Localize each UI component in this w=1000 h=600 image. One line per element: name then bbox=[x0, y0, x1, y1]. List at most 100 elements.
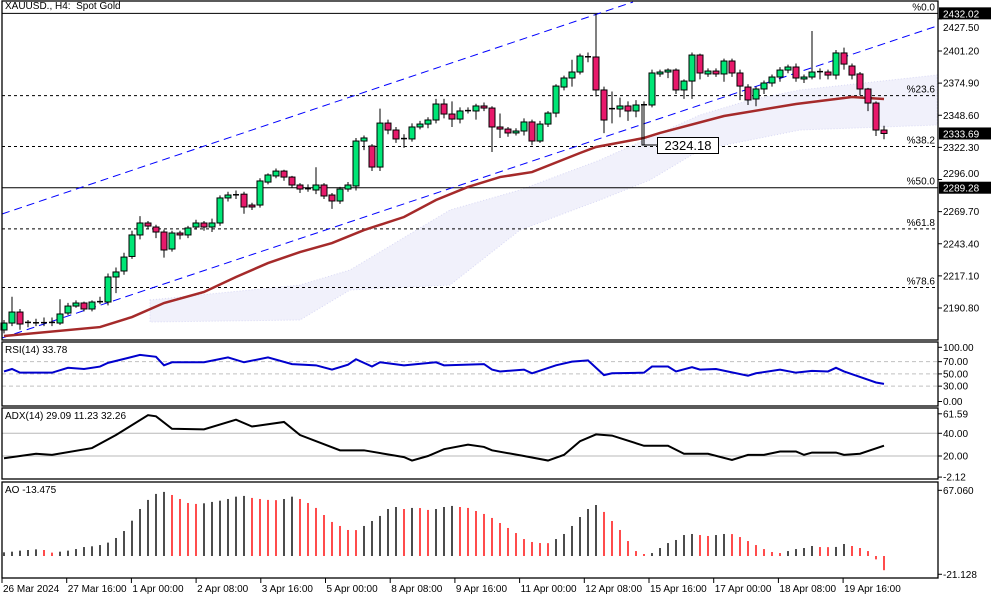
candle bbox=[264, 173, 272, 185]
candle-body bbox=[288, 176, 296, 186]
candle bbox=[536, 120, 544, 143]
candle-body bbox=[552, 85, 560, 114]
annotation-leader-line bbox=[641, 105, 657, 146]
price-highlight-label: 2432.02 bbox=[943, 9, 980, 20]
ichimoku-cloud bbox=[149, 74, 938, 323]
adx-tick-label: 61.59 bbox=[943, 409, 968, 420]
fib-level-label: %50.0 bbox=[907, 177, 936, 188]
adx-tick-label: -2.12 bbox=[943, 473, 966, 484]
candle bbox=[856, 72, 864, 96]
candle bbox=[176, 230, 184, 240]
candle bbox=[832, 50, 840, 80]
candle bbox=[496, 113, 504, 138]
price-annotation-label[interactable]: 2324.18 bbox=[657, 137, 719, 154]
candle bbox=[216, 195, 224, 226]
candle bbox=[352, 137, 360, 191]
candle bbox=[160, 229, 168, 258]
price-tick-label: 2374.90 bbox=[943, 79, 980, 90]
candle bbox=[288, 175, 296, 189]
candle bbox=[848, 63, 856, 80]
time-tick-label: 12 Apr 08:00 bbox=[585, 584, 642, 595]
candle-body bbox=[656, 71, 664, 75]
candle-body bbox=[624, 105, 632, 112]
candle bbox=[136, 216, 144, 240]
time-tick-label: 3 Apr 16:00 bbox=[262, 584, 314, 595]
candle bbox=[224, 191, 232, 202]
candle-body bbox=[176, 232, 184, 236]
channel-lower-line[interactable] bbox=[1, 25, 938, 339]
candle bbox=[0, 319, 8, 334]
adx-title: ADX(14) 29.09 11.23 32.26 bbox=[5, 411, 127, 422]
candle-body bbox=[472, 105, 480, 112]
candle bbox=[664, 68, 672, 79]
candle-body bbox=[768, 76, 776, 84]
candle bbox=[408, 123, 416, 142]
candle-body bbox=[544, 112, 552, 125]
candle-body bbox=[528, 121, 536, 142]
candle bbox=[128, 230, 136, 259]
candle bbox=[720, 58, 728, 82]
candle-body bbox=[808, 71, 816, 78]
candle-body bbox=[688, 54, 696, 82]
rsi-panel bbox=[2, 353, 938, 387]
candle bbox=[512, 128, 520, 136]
candle bbox=[320, 183, 328, 200]
price-tick-label: 2217.10 bbox=[943, 271, 980, 282]
trend-channel[interactable] bbox=[1, 1, 938, 339]
candle bbox=[528, 119, 536, 146]
candle bbox=[817, 68, 823, 80]
ao-tick-label: -21.128 bbox=[943, 570, 977, 581]
candle bbox=[560, 75, 568, 91]
price-tick-label: 2296.00 bbox=[943, 169, 980, 180]
candle bbox=[280, 169, 288, 181]
price-tick-label: 2427.50 bbox=[943, 23, 980, 34]
candle bbox=[168, 230, 176, 252]
candle-body bbox=[296, 184, 304, 190]
price-highlight-label: 2289.28 bbox=[943, 184, 980, 195]
candle bbox=[120, 252, 128, 275]
candle-body bbox=[448, 113, 456, 120]
candle bbox=[824, 69, 832, 80]
candle bbox=[632, 100, 640, 118]
candle-body bbox=[416, 123, 424, 128]
candle bbox=[465, 107, 471, 114]
candle bbox=[744, 84, 752, 105]
candle bbox=[192, 219, 200, 230]
candle-body bbox=[248, 204, 256, 208]
candle-body bbox=[792, 66, 800, 79]
candle-body bbox=[280, 170, 288, 178]
axes: 2427.50 2401.20 2374.90 2348.60 2322.30 2296.… bbox=[1, 7, 991, 595]
candle bbox=[768, 74, 776, 87]
candle bbox=[240, 191, 248, 214]
candle-body bbox=[160, 231, 168, 251]
price-tick-label: 2322.30 bbox=[943, 143, 980, 154]
adx-panel bbox=[2, 414, 938, 462]
candle bbox=[704, 68, 712, 77]
channel-upper-line[interactable] bbox=[1, 1, 634, 215]
candle-body bbox=[192, 222, 200, 228]
candle-body bbox=[136, 222, 144, 236]
candle-body bbox=[392, 129, 400, 140]
candle-body bbox=[592, 56, 600, 91]
candle bbox=[544, 111, 552, 127]
candle-body bbox=[264, 174, 272, 183]
ao-title: AO -13.475 bbox=[5, 485, 57, 496]
candle-body bbox=[600, 89, 608, 121]
candle-body bbox=[256, 180, 264, 206]
candle-body bbox=[832, 52, 840, 76]
candle-body bbox=[752, 88, 760, 100]
candlesticks bbox=[0, 13, 888, 334]
candle-body bbox=[744, 86, 752, 101]
candle-body bbox=[368, 145, 376, 168]
candle-body bbox=[512, 130, 520, 134]
candle bbox=[552, 84, 560, 118]
price-tick-label: 2348.60 bbox=[943, 111, 980, 122]
cloud-area bbox=[149, 74, 938, 323]
candle bbox=[616, 97, 624, 118]
candle-body bbox=[112, 271, 120, 278]
candle-body bbox=[384, 122, 392, 131]
time-tick-label: 11 Apr 00:00 bbox=[521, 584, 577, 595]
candle-body bbox=[720, 60, 728, 75]
candle-body bbox=[824, 71, 832, 76]
